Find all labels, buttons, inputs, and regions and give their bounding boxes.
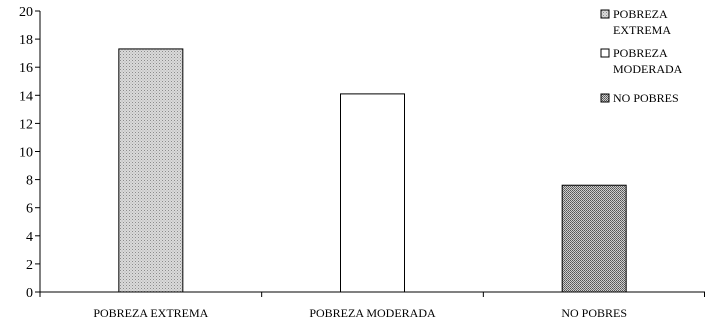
legend-label: NO POBRES	[613, 91, 679, 105]
y-tick-label: 20	[19, 5, 33, 20]
legend-label: MODERADA	[613, 62, 683, 76]
bar-pobreza-extrema	[118, 48, 184, 293]
x-category-label: POBREZA MODERADA	[309, 306, 436, 320]
x-category-label: POBREZA EXTREMA	[93, 306, 208, 320]
y-axis: 0 2 4 6 8 10 12 14 16 18 20	[19, 5, 41, 301]
bar-pobreza-moderada	[340, 93, 405, 293]
y-tick-label: 2	[26, 258, 33, 273]
legend: POBREZA EXTREMA POBREZA MODERADA NO POBRES	[600, 7, 683, 105]
y-tick-label: 0	[26, 286, 33, 301]
x-category-label: NO POBRES	[561, 306, 627, 320]
legend-swatch	[600, 9, 610, 19]
y-tick-label: 18	[19, 33, 33, 48]
x-axis: POBREZA EXTREMA POBREZA MODERADA NO POBRES	[39, 291, 705, 320]
y-tick-label: 6	[26, 202, 33, 217]
y-tick-label: 12	[19, 117, 33, 132]
y-tick-label: 14	[19, 89, 33, 104]
y-tick-label: 16	[19, 61, 33, 76]
y-tick-label: 8	[26, 174, 33, 189]
legend-label: POBREZA	[613, 46, 668, 60]
bars	[118, 48, 627, 293]
legend-label: EXTREMA	[613, 23, 671, 37]
bar-no-pobres	[561, 184, 627, 293]
legend-label: POBREZA	[613, 7, 668, 21]
legend-swatch	[600, 48, 610, 58]
legend-swatch	[600, 93, 610, 103]
y-tick-label: 10	[19, 146, 33, 161]
y-tick-label: 4	[26, 230, 33, 245]
